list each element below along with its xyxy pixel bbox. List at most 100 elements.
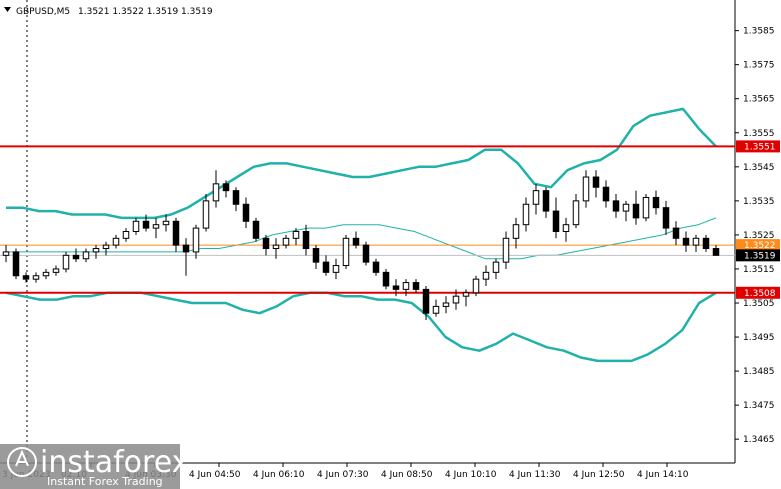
bollinger-middle-line — [6, 217, 717, 260]
dropdown-triangle-icon[interactable] — [4, 7, 11, 12]
candle-body — [132, 220, 140, 232]
candle-body — [32, 275, 40, 280]
candle — [112, 234, 120, 249]
candle-body — [182, 244, 190, 253]
candle-body — [62, 254, 70, 270]
y-axis-ticks: 1.3585 1.3575 1.3565 1.3555 1.3545 1.3535 1.35… — [735, 27, 775, 445]
candle — [122, 228, 130, 242]
candle — [522, 197, 530, 232]
candle — [212, 170, 220, 208]
candle — [512, 217, 520, 249]
candle — [602, 180, 610, 208]
candle — [192, 224, 200, 259]
bollinger-upper-line — [6, 107, 717, 220]
x-tick-label: 4 Jun 10:10 — [445, 470, 497, 480]
candle-body — [382, 271, 390, 287]
candle-body — [652, 196, 660, 209]
candle-body — [302, 231, 310, 250]
candle-body — [292, 231, 300, 239]
candle — [582, 170, 590, 208]
candle-body — [472, 278, 480, 294]
candle-body — [242, 203, 250, 222]
candle-body — [252, 220, 260, 239]
candle — [162, 214, 170, 232]
candle-body — [422, 288, 430, 314]
bid-price-badge: 1.3519 — [744, 251, 776, 261]
y-tick-label: 1.3475 — [743, 401, 775, 411]
candle-body — [312, 248, 320, 263]
candle-body — [72, 254, 80, 260]
candle-body — [612, 200, 620, 212]
candle-body — [262, 237, 270, 250]
symbol-label: GBPUSD,M5 — [16, 7, 70, 17]
candle — [452, 289, 460, 310]
candle-body — [622, 203, 630, 212]
candle-body — [412, 282, 420, 290]
candle-body — [202, 200, 210, 229]
candle — [62, 251, 70, 273]
candle — [572, 194, 580, 229]
ohlc-label: 1.3521 1.3522 1.3519 1.3519 — [78, 7, 213, 17]
candle-body — [702, 237, 710, 250]
candle — [272, 238, 280, 259]
candle-body — [192, 227, 200, 253]
candle — [402, 279, 410, 297]
candle — [312, 245, 320, 269]
y-tick-label: 1.3565 — [743, 95, 775, 105]
candle-body — [452, 295, 460, 304]
candle — [502, 231, 510, 269]
candle-body — [582, 176, 590, 202]
y-tick-label: 1.3505 — [743, 299, 775, 309]
candle-body — [632, 203, 640, 219]
bid-price-badge-bg — [736, 249, 780, 262]
candle-body — [232, 190, 240, 205]
y-tick-label: 1.3495 — [743, 333, 775, 343]
candle-body — [82, 251, 90, 260]
candle-body — [212, 183, 220, 202]
x-tick-label: 4 Jun 11:30 — [509, 470, 561, 480]
candle-body — [342, 237, 350, 267]
candle — [22, 272, 30, 283]
candle — [12, 248, 20, 280]
y-tick-label: 1.3555 — [743, 129, 775, 139]
candle — [372, 258, 380, 276]
x-tick-label: 4 Jun 06:10 — [253, 470, 305, 480]
candle — [292, 228, 300, 246]
candle — [692, 234, 700, 252]
candle-body — [42, 271, 50, 277]
candle-body — [532, 190, 540, 205]
candle-body — [362, 244, 370, 263]
candle — [532, 183, 540, 215]
candle-body — [152, 224, 160, 229]
candle — [492, 258, 500, 280]
candle — [392, 279, 400, 297]
candle — [82, 248, 90, 263]
candle — [712, 245, 720, 256]
candle — [382, 268, 390, 290]
candle — [362, 241, 370, 266]
candle-body — [22, 275, 30, 280]
candle-body — [572, 200, 580, 226]
current-price-badge: 1.3522 — [744, 241, 776, 251]
candle-body — [672, 227, 680, 239]
candle — [52, 265, 60, 276]
candle — [472, 275, 480, 297]
candle — [612, 194, 620, 218]
candle — [92, 245, 100, 259]
y-tick-label: 1.3585 — [743, 27, 775, 37]
candle-body — [662, 207, 670, 229]
candle — [672, 221, 680, 246]
candle — [482, 265, 490, 286]
candle-body — [592, 176, 600, 188]
candle-body — [462, 292, 470, 297]
x-tick-label: 4 Jun 14:10 — [637, 470, 689, 480]
candle-body — [102, 244, 110, 250]
candle-body — [272, 244, 280, 250]
candle — [232, 187, 240, 212]
y-tick-label: 1.3535 — [743, 197, 775, 207]
candle — [632, 190, 640, 225]
candle — [222, 180, 230, 198]
